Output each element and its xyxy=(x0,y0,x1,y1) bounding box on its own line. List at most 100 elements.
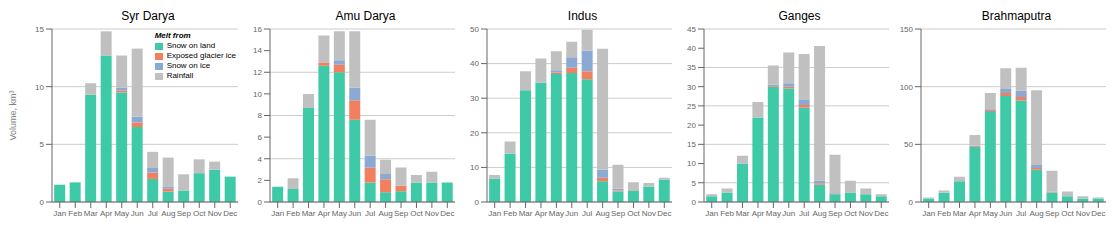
svg-text:May: May xyxy=(332,209,347,218)
svg-text:150: 150 xyxy=(900,25,914,34)
svg-text:Jun: Jun xyxy=(565,209,578,218)
svg-text:Oct: Oct xyxy=(627,209,640,218)
svg-text:30: 30 xyxy=(470,94,479,103)
svg-text:Jul: Jul xyxy=(148,209,158,218)
svg-text:0: 0 xyxy=(475,198,480,207)
svg-text:May: May xyxy=(549,209,564,218)
svg-text:Jan: Jan xyxy=(488,209,501,218)
svg-text:Apr: Apr xyxy=(752,209,765,218)
svg-text:Volume, km³: Volume, km³ xyxy=(8,90,18,140)
svg-text:Nov: Nov xyxy=(859,209,873,218)
svg-text:Jul: Jul xyxy=(1016,209,1026,218)
svg-text:6: 6 xyxy=(258,133,263,142)
svg-text:4: 4 xyxy=(258,155,263,164)
svg-text:Sep: Sep xyxy=(1045,209,1060,218)
svg-text:Feb: Feb xyxy=(68,209,82,218)
svg-text:Nov: Nov xyxy=(1076,209,1090,218)
svg-text:10: 10 xyxy=(253,90,262,99)
svg-text:Aug: Aug xyxy=(596,209,610,218)
html-text:Amu Darya: Amu Darya xyxy=(335,9,396,23)
svg-text:Nov: Nov xyxy=(642,209,656,218)
svg-text:0: 0 xyxy=(909,198,914,207)
svg-text:Mar: Mar xyxy=(519,209,533,218)
svg-text:35: 35 xyxy=(687,63,696,72)
svg-text:Apr: Apr xyxy=(535,209,548,218)
svg-text:100: 100 xyxy=(900,83,914,92)
svg-text:20: 20 xyxy=(687,121,696,130)
svg-text:Dec: Dec xyxy=(440,209,454,218)
svg-text:45: 45 xyxy=(687,25,696,34)
svg-text:50: 50 xyxy=(904,140,913,149)
svg-text:Aug: Aug xyxy=(813,209,827,218)
svg-text:Apr: Apr xyxy=(100,209,113,218)
svg-text:10: 10 xyxy=(470,163,479,172)
svg-text:Jul: Jul xyxy=(799,209,809,218)
svg-text:Dec: Dec xyxy=(874,209,888,218)
svg-text:5: 5 xyxy=(40,140,45,149)
svg-text:Sep: Sep xyxy=(611,209,626,218)
svg-text:May: May xyxy=(766,209,781,218)
svg-text:Jul: Jul xyxy=(365,209,375,218)
svg-text:0: 0 xyxy=(40,198,45,207)
svg-text:Jan: Jan xyxy=(922,209,935,218)
html-text:Ganges: Ganges xyxy=(778,9,821,23)
svg-text:Nov: Nov xyxy=(208,209,222,218)
svg-text:Oct: Oct xyxy=(193,209,206,218)
svg-text:10: 10 xyxy=(35,83,44,92)
svg-text:Dec: Dec xyxy=(223,209,237,218)
svg-text:Jun: Jun xyxy=(782,209,795,218)
svg-text:Sep: Sep xyxy=(177,209,192,218)
svg-text:Jul: Jul xyxy=(582,209,592,218)
svg-text:Aug: Aug xyxy=(379,209,393,218)
svg-text:40: 40 xyxy=(470,59,479,68)
svg-text:May: May xyxy=(983,209,998,218)
svg-text:8: 8 xyxy=(258,111,263,120)
svg-text:14: 14 xyxy=(253,46,262,55)
svg-text:Jan: Jan xyxy=(53,209,66,218)
svg-text:Oct: Oct xyxy=(1061,209,1074,218)
svg-text:16: 16 xyxy=(253,25,262,34)
svg-text:Jun: Jun xyxy=(999,209,1012,218)
svg-text:Mar: Mar xyxy=(736,209,750,218)
svg-text:20: 20 xyxy=(470,129,479,138)
html-text:Melt from: Melt from xyxy=(154,31,191,40)
svg-text:Sep: Sep xyxy=(394,209,409,218)
svg-text:Oct: Oct xyxy=(844,209,857,218)
svg-text:50: 50 xyxy=(470,25,479,34)
svg-text:Mar: Mar xyxy=(953,209,967,218)
svg-text:Feb: Feb xyxy=(286,209,300,218)
html-text:Indus: Indus xyxy=(567,9,598,23)
svg-text:May: May xyxy=(114,209,129,218)
svg-text:Jan: Jan xyxy=(271,209,284,218)
svg-text:Apr: Apr xyxy=(969,209,982,218)
svg-text:Feb: Feb xyxy=(503,209,517,218)
svg-text:Jun: Jun xyxy=(131,209,144,218)
svg-text:30: 30 xyxy=(687,83,696,92)
svg-text:Nov: Nov xyxy=(425,209,439,218)
svg-text:15: 15 xyxy=(35,25,44,34)
svg-text:Sep: Sep xyxy=(828,209,843,218)
svg-text:15: 15 xyxy=(687,140,696,149)
svg-text:Dec: Dec xyxy=(657,209,671,218)
html-text:Syr Darya: Syr Darya xyxy=(121,9,175,23)
svg-text:Mar: Mar xyxy=(302,209,316,218)
svg-text:2: 2 xyxy=(258,176,263,185)
svg-text:12: 12 xyxy=(253,68,262,77)
svg-text:Aug: Aug xyxy=(1030,209,1044,218)
svg-text:10: 10 xyxy=(687,159,696,168)
svg-text:Dec: Dec xyxy=(1091,209,1105,218)
svg-text:Oct: Oct xyxy=(410,209,423,218)
svg-text:Aug: Aug xyxy=(161,209,175,218)
svg-text:40: 40 xyxy=(687,44,696,53)
svg-text:Feb: Feb xyxy=(720,209,734,218)
svg-text:5: 5 xyxy=(692,179,697,188)
svg-text:Mar: Mar xyxy=(84,209,98,218)
svg-text:Feb: Feb xyxy=(937,209,951,218)
html-text:Brahmaputra: Brahmaputra xyxy=(981,9,1052,23)
svg-text:0: 0 xyxy=(692,198,697,207)
svg-text:25: 25 xyxy=(687,102,696,111)
svg-text:Jan: Jan xyxy=(705,209,718,218)
svg-text:Apr: Apr xyxy=(318,209,331,218)
svg-text:Jun: Jun xyxy=(348,209,361,218)
svg-text:0: 0 xyxy=(258,198,263,207)
